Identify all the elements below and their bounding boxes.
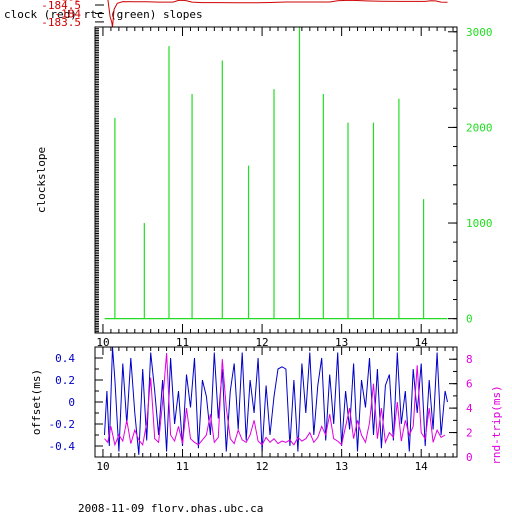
b-x-tick-label-0: 10 [96,460,109,473]
b-left-tick-label-4: 0.4 [55,352,75,365]
b-x-tick-label-2: 12 [255,460,268,473]
bottom-panel: -0.4 -0.2 0 0.2 0.4 0 2 4 6 8 10 11 12 13 14 offset(ms)… [30,346,503,473]
top-x-tick-label-2: 12 [255,336,268,349]
right-tick-label-1: 1000 [466,217,493,230]
top-x-tick-label-4: 14 [415,336,429,349]
b-x-tick-label-4: 14 [415,460,429,473]
b-left-tick-label-0: -0.4 [49,440,76,453]
b-right-tick-label-3: 6 [466,378,473,391]
clockslope-axis-label: clockslope [35,147,48,213]
b-x-tick-label-1: 11 [176,460,189,473]
right-tick-label-0: 0 [466,313,473,326]
b-right-tick-label-1: 2 [466,427,473,440]
right-tick-label-3: 3000 [466,26,493,39]
left-tick-label-0: -183.5 [41,16,81,29]
rndtrip-axis-label: rnd-trip(ms) [490,385,503,464]
b-right-tick-label-0: 0 [466,451,473,464]
b-x-tick-label-3: 13 [335,460,348,473]
b-left-tick-label-2: 0 [68,396,75,409]
top-x-tick-label-3: 13 [335,336,348,349]
left-tick-label-2: -184.5 [41,0,81,12]
b-left-tick-label-1: -0.2 [49,418,76,431]
offset-axis-label: offset(ms) [30,369,43,435]
footer-credit: 2008-11-09 flory.phas.ubc.ca [78,502,263,512]
left-tick-label-1: -184 [55,7,82,20]
b-left-tick-label-3: 0.2 [55,374,75,387]
top-x-tick-label-0: 10 [96,336,109,349]
rndtrip-series-line [104,353,446,447]
top-plot-frame [94,26,458,334]
top-panel: -183.5-184-184.5-185 0 1000 2000 3000 10 11 12 1… [35,0,493,349]
b-right-tick-label-4: 8 [466,353,473,366]
b-right-tick-label-2: 4 [466,402,473,415]
clock-series-line [107,0,448,28]
top-x-tick-label-1: 11 [176,336,189,349]
offset-series-line [104,347,448,455]
right-tick-label-2: 2000 [466,121,493,134]
chart-title: clock (red) rtc (green) slopes [4,8,203,21]
left-tick-label-3: -185 [55,0,82,4]
